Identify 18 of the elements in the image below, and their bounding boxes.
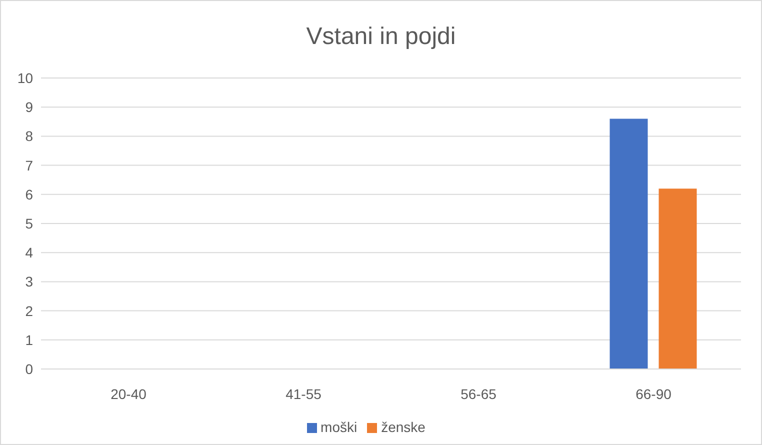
chart-title: Vstani in pojdi [305, 23, 457, 51]
legend-label: ženske [381, 419, 426, 435]
y-tick-label: 1 [25, 332, 34, 348]
y-tick-label: 4 [25, 244, 34, 261]
x-tick-label: 56-65 [460, 386, 497, 402]
legend-label: moški [320, 419, 358, 435]
y-tick-label: 7 [25, 157, 34, 174]
y-tick-label: 2 [25, 302, 34, 319]
x-tick-label: 20-40 [110, 386, 147, 402]
y-tick-label: 0 [25, 360, 34, 377]
y-tick-label: 3 [25, 274, 34, 290]
y-tick-label: 8 [25, 128, 34, 144]
y-tick-label: 6 [25, 186, 34, 202]
x-tick-label: 66-90 [636, 386, 672, 402]
y-tick-label: 10 [17, 70, 34, 86]
y-tick-label: 9 [25, 99, 34, 116]
x-tick-label: 41-55 [286, 386, 322, 402]
y-tick-label: 5 [25, 215, 34, 232]
